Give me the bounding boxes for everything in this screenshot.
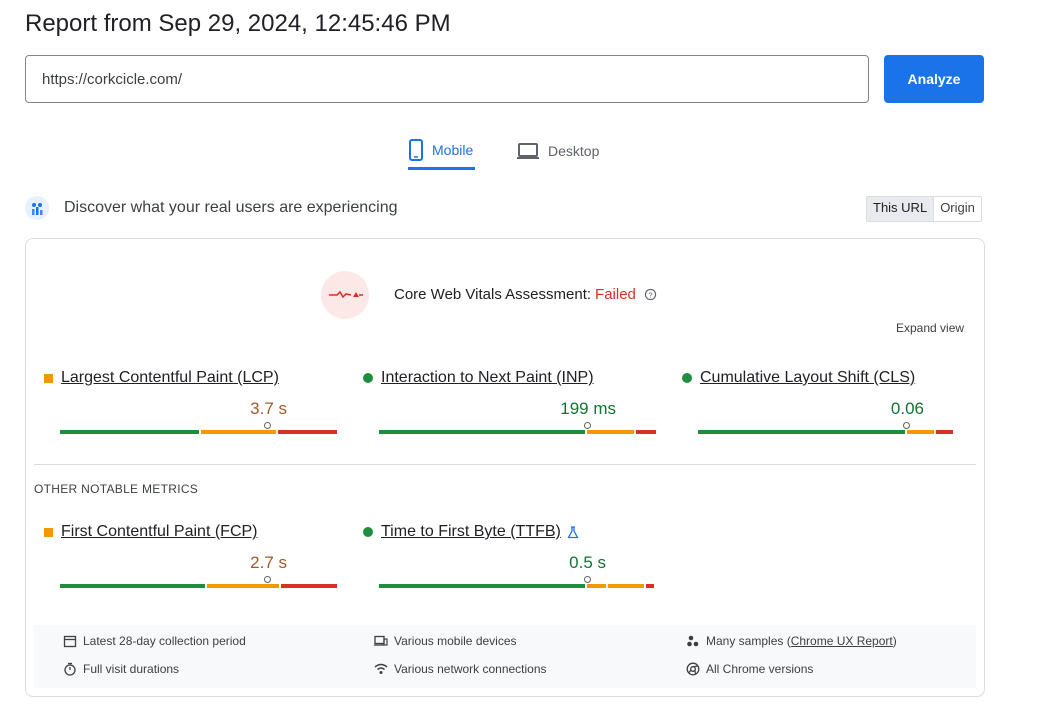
url-origin-toggle: This URL Origin <box>866 196 982 222</box>
metric-cls-distribution-bar <box>698 430 975 434</box>
info-period-text: Latest 28-day collection period <box>83 634 246 648</box>
info-versions: All Chrome versions <box>686 662 813 676</box>
this-url-button[interactable]: This URL <box>867 197 935 221</box>
chrome-icon <box>686 662 700 676</box>
metric-fcp-link[interactable]: First Contentful Paint (FCP) <box>44 523 258 541</box>
origin-button[interactable]: Origin <box>940 200 975 215</box>
metric-inp-marker <box>584 422 591 429</box>
calendar-icon <box>63 635 77 648</box>
metric-cls-value: 0.06 <box>890 399 924 418</box>
wifi-icon <box>374 663 388 674</box>
metric-fcp-distribution-bar <box>60 584 337 588</box>
info-samples: Many samples (Chrome UX Report) <box>686 634 897 648</box>
metric-ttfb-value: 0.5 s <box>569 553 606 572</box>
info-durations: Full visit durations <box>63 662 179 676</box>
metric-ttfb-link[interactable]: Time to First Byte (TTFB) <box>363 523 579 541</box>
svg-text:?: ? <box>648 290 652 299</box>
smartphone-icon <box>409 138 423 161</box>
chrome-ux-report-link[interactable]: Chrome UX Report <box>790 634 893 648</box>
help-icon[interactable]: ? <box>644 288 657 301</box>
metric-ttfb-distribution-bar <box>379 584 656 588</box>
field-data-card <box>25 238 985 697</box>
page-title: Report from Sep 29, 2024, 12:45:46 PM <box>25 10 451 37</box>
info-samples-text: Many samples (Chrome UX Report) <box>706 634 897 648</box>
devices-icon <box>374 635 388 646</box>
metric-lcp-link[interactable]: Largest Contentful Paint (LCP) <box>44 369 279 387</box>
metric-lcp-value: 3.7 s <box>250 399 287 418</box>
cwv-assessment: Core Web Vitals Assessment: Failed ? <box>394 286 657 303</box>
metric-cls-link[interactable]: Cumulative Layout Shift (CLS) <box>682 369 915 387</box>
metric-ttfb-marker <box>584 576 591 583</box>
info-devices: Various mobile devices <box>374 634 517 648</box>
metric-inp-value: 199 ms <box>560 399 616 418</box>
failed-pulse-icon <box>321 271 369 319</box>
tab-mobile[interactable]: Mobile <box>408 132 476 170</box>
good-dot-icon <box>363 527 373 537</box>
metric-cls-name: Cumulative Layout Shift (CLS) <box>700 369 916 386</box>
metric-ttfb-name: Time to First Byte (TTFB) <box>381 523 561 540</box>
info-durations-text: Full visit durations <box>83 662 180 676</box>
good-dot-icon <box>363 373 373 383</box>
url-input[interactable] <box>25 55 869 103</box>
section-divider <box>34 464 976 465</box>
needs-improvement-square-icon <box>44 373 53 383</box>
flask-icon <box>567 525 579 538</box>
cwv-status: Failed <box>595 286 636 303</box>
analyze-button[interactable]: Analyze <box>884 55 984 103</box>
metric-inp-link[interactable]: Interaction to Next Paint (INP) <box>363 369 594 387</box>
metric-lcp-distribution-bar <box>60 430 337 434</box>
tab-desktop[interactable]: Desktop <box>516 132 599 170</box>
metric-lcp-name: Largest Contentful Paint (LCP) <box>61 369 279 386</box>
users-chart-icon <box>25 196 49 220</box>
tab-mobile-label: Mobile <box>432 141 474 158</box>
info-devices-text: Various mobile devices <box>394 634 517 648</box>
collection-info-panel <box>34 625 976 688</box>
other-metrics-heading: OTHER NOTABLE METRICS <box>34 482 199 496</box>
tab-desktop-label: Desktop <box>548 143 600 159</box>
metric-cls-marker <box>903 422 910 429</box>
info-period: Latest 28-day collection period <box>63 634 246 648</box>
cwv-label: Core Web Vitals Assessment: <box>394 286 592 303</box>
metric-inp-distribution-bar <box>379 430 656 434</box>
good-dot-icon <box>682 373 692 383</box>
metric-fcp-value: 2.7 s <box>250 553 287 572</box>
samples-icon <box>687 635 699 647</box>
metric-fcp-marker <box>264 576 271 583</box>
laptop-icon <box>517 143 539 159</box>
metric-inp-name: Interaction to Next Paint (INP) <box>381 369 594 386</box>
metric-lcp-marker <box>264 422 271 429</box>
metric-fcp-name: First Contentful Paint (FCP) <box>61 523 258 540</box>
expand-view-button[interactable]: Expand view <box>896 321 965 335</box>
info-network-text: Various network connections <box>394 662 547 676</box>
info-versions-text: All Chrome versions <box>706 662 814 676</box>
info-network: Various network connections <box>374 662 547 676</box>
timer-icon <box>64 662 76 676</box>
field-data-heading: Discover what your real users are experi… <box>64 199 398 216</box>
needs-improvement-square-icon <box>44 527 53 537</box>
